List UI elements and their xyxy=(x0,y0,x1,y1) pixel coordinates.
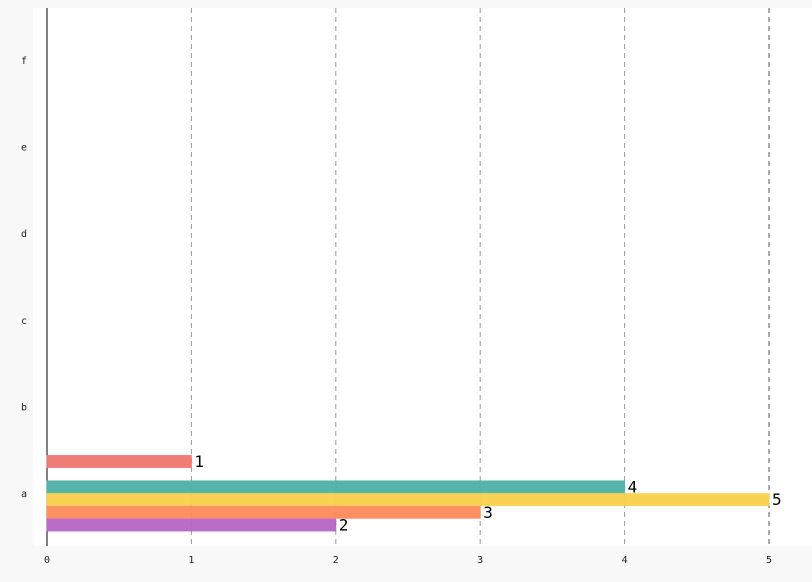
bar xyxy=(46,518,337,532)
x-tick-label: 2 xyxy=(333,555,339,566)
y-tick-label: e xyxy=(21,143,27,154)
x-tick-label: 4 xyxy=(622,555,628,566)
x-tick-label: 1 xyxy=(188,555,194,566)
y-tick-label: a xyxy=(21,489,27,500)
y-tick-label: d xyxy=(21,229,27,240)
y-tick-label: c xyxy=(21,316,27,327)
x-tick-label: 3 xyxy=(477,555,483,566)
y-tick-label: f xyxy=(21,56,27,67)
data-label: 2 xyxy=(339,516,349,535)
bar xyxy=(46,493,770,507)
bar xyxy=(46,505,481,519)
y-tick-label: b xyxy=(21,402,27,413)
x-tick-label: 0 xyxy=(44,555,50,566)
data-label: 1 xyxy=(194,452,204,471)
bar xyxy=(46,455,192,468)
bar xyxy=(46,480,626,494)
data-label: 3 xyxy=(483,503,493,522)
x-tick-label: 5 xyxy=(766,555,772,566)
data-label: 5 xyxy=(772,490,782,509)
data-label: 4 xyxy=(628,477,638,496)
